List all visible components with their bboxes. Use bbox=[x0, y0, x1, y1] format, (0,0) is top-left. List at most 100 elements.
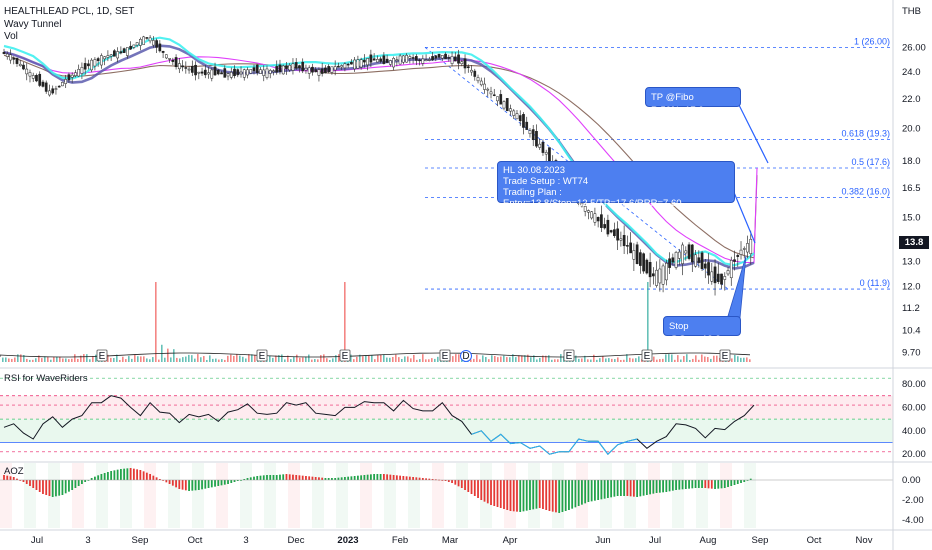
aoz-bar bbox=[704, 480, 707, 488]
volume-bar bbox=[740, 357, 742, 362]
aoz-bar bbox=[736, 480, 739, 484]
candle-body bbox=[346, 63, 350, 66]
volume-bar bbox=[686, 354, 688, 362]
aoz-bar bbox=[749, 478, 752, 480]
callout-arrows bbox=[727, 96, 769, 319]
volume-bar bbox=[212, 358, 214, 362]
volume-bar bbox=[638, 356, 640, 362]
aoz-bar bbox=[165, 480, 168, 483]
volume-bar bbox=[92, 355, 94, 362]
aoz-bar bbox=[308, 476, 311, 480]
candle-body bbox=[294, 62, 298, 69]
time-tick-label: Nov bbox=[856, 535, 873, 546]
aoz-bar bbox=[499, 480, 502, 508]
volume-bar bbox=[218, 359, 220, 362]
volume-bar bbox=[380, 354, 382, 362]
volume-bar bbox=[737, 356, 739, 362]
volume-bar bbox=[554, 359, 556, 362]
volume-ma-line bbox=[0, 352, 751, 358]
candle-body bbox=[168, 58, 171, 60]
aoz-bar bbox=[311, 476, 314, 480]
currency-label: THB bbox=[902, 6, 921, 17]
candle-body bbox=[502, 101, 506, 109]
candle-body bbox=[109, 54, 113, 57]
volume-bar bbox=[500, 356, 502, 362]
aoz-bg-block bbox=[720, 463, 732, 528]
volume-bar bbox=[602, 356, 604, 362]
event-marker-label: D bbox=[462, 351, 469, 362]
aoz-bar bbox=[616, 480, 619, 496]
candle-body bbox=[466, 66, 470, 69]
aoz-bar bbox=[714, 480, 716, 489]
candle-body bbox=[603, 224, 606, 229]
volume-bar bbox=[233, 355, 235, 362]
candle-body bbox=[629, 242, 632, 254]
volume-bar bbox=[65, 358, 67, 362]
price-tick-label: 15.0 bbox=[902, 212, 921, 223]
candle-body bbox=[492, 94, 496, 96]
volume-bar bbox=[620, 359, 622, 362]
aoz-bar bbox=[425, 478, 427, 480]
aoz-bar bbox=[691, 480, 694, 489]
aoz-bg-block bbox=[192, 463, 204, 528]
aoz-bar bbox=[454, 480, 457, 485]
volume-bar bbox=[32, 359, 34, 362]
candle-body bbox=[369, 54, 373, 63]
aoz-bg-block bbox=[408, 463, 420, 528]
candle-body bbox=[152, 40, 155, 46]
volume-bar bbox=[206, 359, 208, 362]
volume-bar bbox=[434, 358, 436, 362]
candle-body bbox=[12, 57, 16, 60]
event-marker-label: E bbox=[644, 351, 651, 362]
brown-ma-line bbox=[3, 54, 758, 259]
aoz-bar bbox=[87, 480, 90, 481]
volume-bar bbox=[287, 355, 289, 362]
aoz-bar bbox=[399, 475, 402, 480]
volume-bar bbox=[56, 356, 58, 362]
volume-bar bbox=[368, 355, 370, 362]
aoz-bar bbox=[382, 474, 385, 480]
aoz-bar bbox=[275, 475, 278, 480]
aoz-bar bbox=[84, 480, 87, 482]
candle-body bbox=[259, 69, 262, 74]
candle-body bbox=[15, 57, 19, 64]
candle-body bbox=[716, 273, 720, 282]
aoz-bg-block bbox=[264, 463, 276, 528]
aoz-bar bbox=[600, 480, 603, 500]
aoz-bar bbox=[324, 478, 327, 480]
volume-bar bbox=[689, 359, 691, 362]
aoz-bar bbox=[512, 480, 515, 512]
candle-body bbox=[671, 257, 675, 263]
aoz-bg-block bbox=[216, 463, 228, 528]
candle-body bbox=[639, 252, 642, 266]
aoz-bar bbox=[272, 475, 275, 480]
candle-body bbox=[457, 54, 460, 64]
candle-body bbox=[463, 58, 467, 69]
volume-bar bbox=[356, 356, 358, 362]
volume-bar bbox=[254, 354, 256, 362]
aoz-bar bbox=[136, 469, 139, 480]
aoz-bg-block bbox=[120, 463, 132, 528]
volume-bar bbox=[74, 354, 76, 362]
price-tick-label: 16.5 bbox=[902, 183, 921, 194]
candle-body bbox=[366, 58, 369, 66]
aoz-bar bbox=[149, 474, 152, 480]
price-tick-label: 10.4 bbox=[902, 326, 921, 337]
aoz-bar bbox=[292, 474, 294, 480]
volume-bar bbox=[377, 355, 379, 362]
volume-bar bbox=[362, 356, 364, 362]
aoz-bar bbox=[619, 480, 622, 496]
candle-body bbox=[145, 37, 149, 39]
aoz-bg-block bbox=[24, 463, 36, 528]
aoz-bar bbox=[431, 479, 434, 480]
aoz-bar bbox=[538, 480, 541, 508]
price-tick-label: 20.0 bbox=[902, 123, 921, 134]
volume-bar bbox=[626, 354, 628, 362]
aoz-bg-block bbox=[168, 463, 180, 528]
aoz-bar bbox=[318, 477, 320, 480]
aoz-bar bbox=[100, 474, 103, 480]
candle-body bbox=[408, 56, 412, 59]
aoz-bar bbox=[415, 477, 418, 480]
trade-plan-line-3: Trading Plan : Entry=13.8/Stop=12.5/TP=1… bbox=[503, 187, 682, 209]
candle-body bbox=[395, 59, 399, 61]
